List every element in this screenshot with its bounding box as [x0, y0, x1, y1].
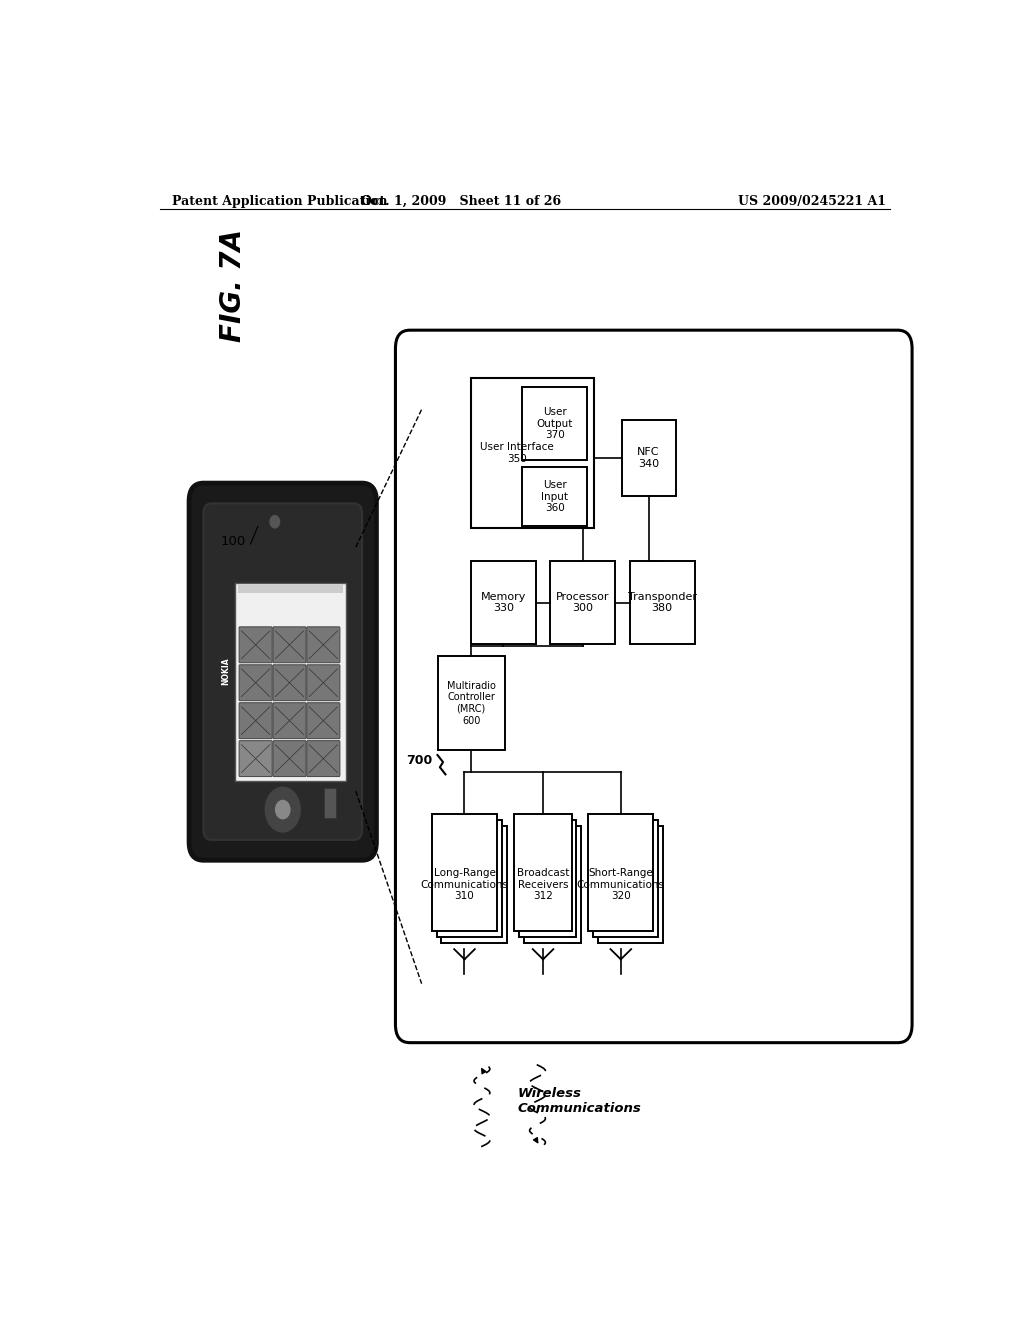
Circle shape — [265, 787, 300, 832]
Text: US 2009/0245221 A1: US 2009/0245221 A1 — [738, 195, 886, 209]
FancyBboxPatch shape — [240, 627, 272, 663]
Bar — [239, 585, 343, 593]
Bar — [524, 826, 582, 942]
Bar — [522, 467, 588, 527]
FancyBboxPatch shape — [240, 702, 272, 739]
FancyBboxPatch shape — [273, 702, 306, 739]
Bar — [514, 814, 571, 931]
Bar — [471, 561, 536, 644]
Text: 100: 100 — [220, 535, 246, 548]
Text: Processor
300: Processor 300 — [556, 591, 609, 614]
Text: Multiradio
Controller
(MRC)
600: Multiradio Controller (MRC) 600 — [446, 681, 496, 726]
Bar — [436, 820, 502, 937]
Text: User
Input
360: User Input 360 — [542, 480, 568, 513]
FancyBboxPatch shape — [273, 741, 306, 776]
Text: Transponder
380: Transponder 380 — [628, 591, 696, 614]
Bar — [522, 387, 588, 461]
Bar — [432, 814, 497, 931]
Text: NFC
340: NFC 340 — [637, 447, 659, 469]
FancyBboxPatch shape — [307, 627, 340, 663]
Bar — [588, 814, 653, 931]
Text: Oct. 1, 2009   Sheet 11 of 26: Oct. 1, 2009 Sheet 11 of 26 — [361, 195, 561, 209]
FancyBboxPatch shape — [307, 702, 340, 739]
Bar — [236, 583, 346, 780]
Text: User
Output
370: User Output 370 — [537, 407, 573, 441]
Bar — [324, 788, 336, 818]
FancyBboxPatch shape — [189, 483, 377, 861]
Text: Wireless
Communications: Wireless Communications — [518, 1086, 641, 1114]
Text: User Interface
350: User Interface 350 — [480, 442, 554, 463]
FancyBboxPatch shape — [240, 741, 272, 776]
FancyBboxPatch shape — [307, 665, 340, 701]
Text: Short-Range
Communications
320: Short-Range Communications 320 — [577, 869, 665, 902]
Text: Memory
330: Memory 330 — [480, 591, 526, 614]
Bar — [630, 561, 694, 644]
Circle shape — [270, 516, 280, 528]
Bar — [471, 378, 594, 528]
Text: 700: 700 — [406, 754, 432, 767]
Bar — [437, 656, 505, 750]
FancyBboxPatch shape — [273, 665, 306, 701]
Text: Patent Application Publication: Patent Application Publication — [172, 195, 387, 209]
FancyBboxPatch shape — [204, 503, 362, 840]
Circle shape — [275, 800, 290, 818]
FancyBboxPatch shape — [240, 665, 272, 701]
Bar — [550, 561, 615, 644]
Bar — [441, 826, 507, 942]
FancyBboxPatch shape — [307, 741, 340, 776]
Text: NOKIA: NOKIA — [221, 657, 230, 685]
Bar — [622, 420, 676, 496]
Bar — [593, 820, 658, 937]
FancyBboxPatch shape — [395, 330, 912, 1043]
Bar — [598, 826, 663, 942]
Bar — [519, 820, 577, 937]
Text: Broadcast
Receivers
312: Broadcast Receivers 312 — [517, 869, 569, 902]
Text: Long-Range
Communications
310: Long-Range Communications 310 — [421, 869, 509, 902]
Text: FIG. 7A: FIG. 7A — [219, 228, 247, 342]
FancyBboxPatch shape — [273, 627, 306, 663]
